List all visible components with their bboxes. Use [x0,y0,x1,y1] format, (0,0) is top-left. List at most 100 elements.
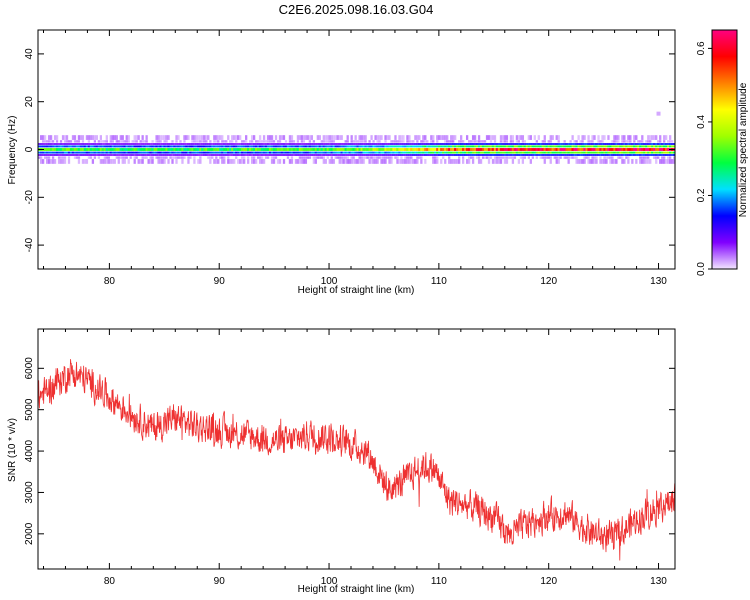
spectrogram-cell [543,156,546,159]
spectrogram-cell [105,151,108,154]
spectrogram-cell [231,154,234,156]
spectrogram-cell [165,148,168,151]
spectrogram-cell [157,145,160,148]
spectrogram-cell [493,143,497,145]
spectrogram-cell [452,151,455,154]
spectrogram-cell [519,135,523,140]
spectrogram-cell [426,154,429,156]
spectrogram-cell [47,135,51,140]
spectrogram-cell [139,154,142,156]
spectrogram-cell [430,140,433,143]
spectrogram-cell [370,143,373,145]
spectrogram-cell [571,154,574,156]
spectrogram-cell [611,159,614,164]
spectrogram-cell [535,143,538,145]
spectrogram-cell [487,143,491,145]
spectrogram-cell [629,148,632,151]
spectrogram-cell [645,148,648,151]
spectrogram-cell [302,159,306,164]
spectrogram-cell [55,143,59,145]
spectrogram-cell [637,143,640,145]
spectrogram-cell [221,156,224,159]
spectrogram-cell [221,148,224,151]
spectrogram-cell [290,151,294,154]
spectrogram-cell [452,143,455,145]
spectrogram-cell [400,154,403,156]
spectrogram-cell [458,156,461,159]
spectrogram-cell [302,148,306,151]
spectrogram-cell [559,156,562,159]
spectrogram-cell [296,140,300,143]
spectrogram-cell [561,143,564,145]
spectrogram-cell [243,140,246,143]
spectrogram-cell [497,151,501,154]
spectrogram-cell [599,140,602,143]
spectrogram-cell [515,140,519,143]
spectrogram-cell [47,143,51,145]
spectrogram-cell [583,135,586,140]
spectrogram-cell [533,135,536,140]
spectrogram-cell [573,151,576,154]
spectrogram-cell [462,143,465,145]
spectrogram-cell [183,148,186,151]
spectrogram-cell [45,159,49,164]
spectrogram-cell [555,159,558,164]
spectrogram-cell [380,154,383,156]
spectrogram-cell [354,145,357,148]
spectrogram-cell [268,148,272,151]
spectrogram-cell [219,145,222,148]
spectrogram-cell [491,154,495,156]
spectrogram-cell [43,148,47,151]
spectrogram-cell [262,145,266,148]
spectrogram-cell [241,143,244,145]
spectrogram-cell [183,143,186,145]
spectrogram-cell [645,159,648,164]
spectrogram-cell [39,145,43,148]
spectrogram-cell [326,156,329,159]
spectrogram-cell [262,143,266,145]
spectrogram-cell [659,151,662,154]
spectrogram-cell [420,159,423,164]
spectrogram-cell [111,140,114,143]
spectrogram-cell [432,135,435,140]
spectrogram-cell [270,148,274,151]
spectrogram-cell [320,156,323,159]
spectrogram-cell [258,140,262,143]
spectrogram-cell [111,148,114,151]
spectrogram-cell [67,143,71,145]
spectrogram-cell [298,148,302,151]
spectrogram-cell [380,148,383,151]
spectrogram-cell [278,148,282,151]
spectrogram-cell [346,156,349,159]
spectrogram-cell [585,156,588,159]
spectrogram-cell [45,151,49,154]
spectrogram-cell [135,151,138,154]
spectrogram-cell [543,151,546,154]
spectrogram-cell [69,148,73,151]
spectrogram-cell [400,135,403,140]
spectrogram-cell [155,143,158,145]
spectrogram-cell [450,135,453,140]
spectrogram-cell [434,154,437,156]
spectrogram-cell [487,151,491,154]
spectrogram-cell [175,151,178,154]
spectrogram-cell [529,148,532,151]
spectrogram-cell [645,145,648,148]
spectrogram-cell [605,159,608,164]
spectrogram-cell [460,135,463,140]
spectrogram-cell [89,148,93,151]
spectrogram-cell [326,148,329,151]
spectrogram-cell [627,151,630,154]
spectrogram-cell [314,148,317,151]
spectrogram-cell [183,154,186,156]
spectrogram-cell [165,154,168,156]
spectrogram-cell [422,148,425,151]
spectrogram-cell [639,140,642,143]
spectrogram-cell [479,154,483,156]
spectrogram-cell [67,156,71,159]
spectrogram-cell [49,143,53,145]
spectrogram-cell [617,156,620,159]
spectrogram-cell [197,151,200,154]
spectrogram-cell [483,156,487,159]
spectrogram-cell [364,135,367,140]
